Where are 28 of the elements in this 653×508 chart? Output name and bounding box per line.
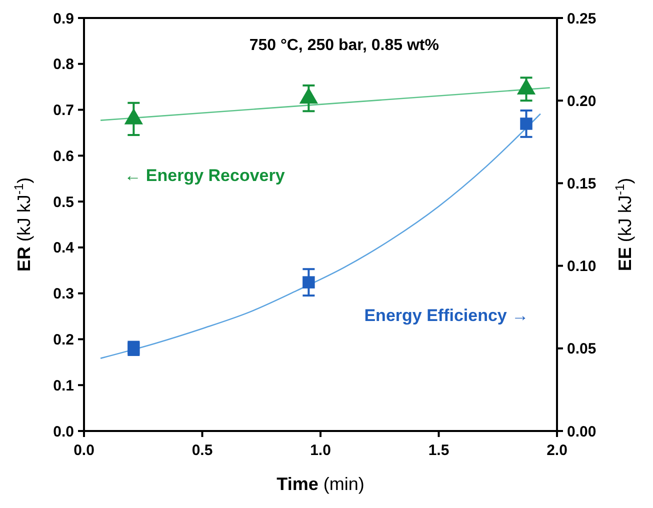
y-tick-label: 0.6 <box>53 148 74 165</box>
x-tick-label: 1.0 <box>310 442 331 459</box>
y2-tick-label: 0.25 <box>567 10 596 28</box>
annotation: 750 °C, 250 bar, 0.85 wt% <box>249 37 439 54</box>
y2-tick-label: 0.10 <box>567 258 596 276</box>
text: Energy Efficiency → <box>364 306 529 325</box>
x-tick-label: 1.5 <box>428 442 450 459</box>
y-tick-label: 0.0 <box>53 423 74 440</box>
point <box>302 276 315 288</box>
text: ← Energy Recovery <box>124 166 286 185</box>
y-tick-label: 0.8 <box>53 56 74 74</box>
y2-tick-label: 0.00 <box>567 423 596 440</box>
y-tick-label: 0.7 <box>53 102 74 120</box>
y2-tick-label: 0.20 <box>567 92 596 110</box>
line-series <box>100 113 542 359</box>
y2-tick-label: 0.05 <box>567 340 596 358</box>
y-tick-label: 0.4 <box>53 240 75 257</box>
y-tick-label: 0.3 <box>53 286 74 303</box>
x-tick-label: 0.5 <box>192 442 213 459</box>
x-tick-label: 2.0 <box>546 442 568 459</box>
y-tick-label: 0.1 <box>53 377 74 394</box>
y-tick-label: 0.2 <box>53 331 74 348</box>
point <box>520 118 532 130</box>
x-tick-label: 0.0 <box>74 442 94 459</box>
y-tick-label: 0.5 <box>53 194 74 211</box>
y2-tick-label: 0.15 <box>567 175 596 192</box>
y-tick-label: 0.9 <box>53 10 74 28</box>
x-axis-title: Time (min) <box>276 474 364 494</box>
